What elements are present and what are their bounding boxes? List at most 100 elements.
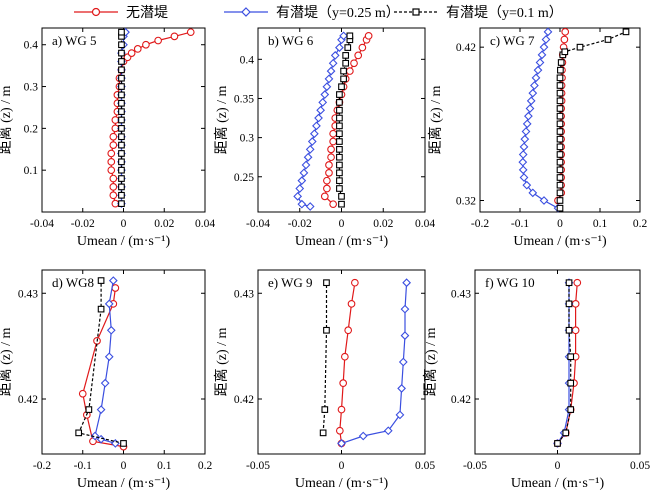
- data-point: [554, 440, 561, 447]
- data-point: [556, 204, 564, 212]
- data-point: [556, 135, 564, 143]
- data-point: [307, 137, 317, 146]
- data-point: [397, 384, 406, 393]
- data-point: [325, 169, 333, 177]
- legend-item-breakwater-01: 有潜堤（y=0.1 m）: [392, 2, 563, 22]
- legend-item-breakwater-025: 有潜堤（y=0.25 m）: [222, 2, 400, 22]
- data-point: [106, 325, 116, 335]
- data-point: [525, 104, 535, 113]
- data-point: [344, 44, 352, 51]
- data-point: [118, 108, 125, 115]
- data-point: [118, 49, 125, 57]
- data-point: [562, 429, 570, 437]
- y-tick-label: 0.43: [18, 288, 38, 300]
- data-point: [109, 183, 118, 191]
- series-line: [559, 31, 627, 209]
- data-point: [526, 96, 536, 106]
- data-point: [109, 132, 118, 141]
- data-point: [604, 36, 612, 43]
- data-point: [400, 304, 410, 314]
- data-point: [340, 352, 349, 361]
- data-point: [622, 28, 630, 36]
- data-point: [120, 440, 127, 447]
- data-point: [118, 191, 125, 199]
- data-point: [107, 166, 116, 175]
- x-tick-label: 0: [121, 460, 127, 472]
- y-tick-label: 0.1: [24, 165, 39, 177]
- panel-title: b) WG 6: [268, 33, 314, 48]
- data-point: [118, 74, 125, 82]
- data-point: [402, 278, 412, 288]
- data-point: [336, 177, 343, 185]
- data-point: [339, 379, 348, 387]
- data-point: [118, 141, 125, 149]
- data-point: [535, 58, 545, 67]
- data-point: [295, 184, 305, 193]
- x-tick-label: -0.1: [74, 460, 92, 472]
- x-tick-label: 0.04: [415, 218, 435, 230]
- data-point: [323, 279, 330, 287]
- data-point: [528, 188, 538, 198]
- data-point: [519, 173, 529, 182]
- data-point: [354, 51, 363, 60]
- legend: 无潜堤 有潜堤（y=0.25 m） 有潜堤（y=0.1 m）: [0, 0, 650, 22]
- y-axis-label: 距离 (z) / m: [0, 327, 14, 396]
- data-point: [556, 112, 564, 120]
- subplot-4: -0.2 -0.1 0 0.1 0.2 0.42 0.43 d) WG8 Umean / (m·…: [0, 269, 212, 491]
- data-point: [321, 406, 329, 413]
- y-tick-label: 0.43: [451, 288, 471, 300]
- data-point: [340, 67, 347, 75]
- data-point: [561, 48, 569, 56]
- data-point: [118, 116, 125, 124]
- data-point: [338, 192, 345, 200]
- data-point: [97, 305, 105, 313]
- data-point: [305, 144, 315, 154]
- data-point: [118, 125, 125, 132]
- data-point: [118, 58, 125, 65]
- data-point: [398, 357, 408, 367]
- x-tick-label: -0.02: [288, 218, 312, 230]
- data-point: [518, 157, 528, 167]
- x-tick-label: 0.1: [593, 218, 608, 230]
- data-point: [531, 73, 541, 83]
- x-tick-label: -0.05: [246, 460, 270, 472]
- data-point: [319, 429, 327, 437]
- data-point: [565, 326, 573, 334]
- data-point: [118, 175, 125, 182]
- data-point: [543, 27, 553, 37]
- data-point: [342, 59, 350, 67]
- y-tick-label: 0.42: [456, 42, 476, 54]
- x-tick-label: 0: [339, 218, 345, 230]
- data-point: [118, 200, 125, 207]
- data-point: [118, 83, 125, 90]
- data-point: [325, 161, 333, 169]
- data-point: [336, 114, 343, 122]
- data-point: [347, 299, 356, 308]
- data-point: [336, 146, 343, 153]
- data-point: [100, 378, 110, 388]
- data-point: [522, 119, 532, 129]
- data-point: [97, 277, 105, 284]
- x-tick-label: 0.1: [157, 460, 172, 472]
- data-point: [337, 439, 346, 448]
- subplot-3: -0.2 -0.1 0 0.1 0.2 0.32 0.42 c) WG 7 Umean / (m…: [427, 27, 647, 249]
- subplot-6: -0.05 0 0.05 0.42 0.43 f) WG 10 Umean / (m·s⁻¹…: [422, 269, 650, 491]
- data-point: [521, 127, 531, 136]
- data-point: [518, 150, 528, 159]
- data-point: [336, 122, 343, 130]
- y-axis-label: 距离 (z) / m: [213, 85, 230, 154]
- data-point: [118, 166, 125, 174]
- data-point: [556, 143, 564, 151]
- data-point: [567, 353, 575, 361]
- data-point: [111, 284, 120, 292]
- data-point: [336, 91, 343, 98]
- data-point: [342, 52, 350, 59]
- data-point: [314, 113, 323, 123]
- data-point: [556, 197, 564, 204]
- data-point: [560, 35, 569, 44]
- data-point: [557, 66, 564, 74]
- x-tick-label: 0.05: [415, 460, 435, 472]
- x-tick-label: -0.05: [463, 460, 487, 472]
- data-point: [108, 276, 118, 285]
